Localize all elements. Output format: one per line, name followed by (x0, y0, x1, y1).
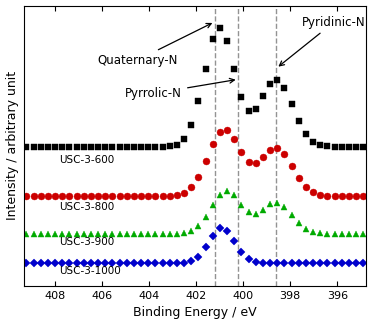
Text: Pyridinic-N: Pyridinic-N (279, 16, 366, 66)
X-axis label: Binding Energy / eV: Binding Energy / eV (133, 306, 257, 319)
Text: USC-3-600: USC-3-600 (59, 155, 115, 165)
Text: Quaternary-N: Quaternary-N (97, 23, 211, 67)
Y-axis label: Intensity / arbitrary unit: Intensity / arbitrary unit (6, 71, 19, 220)
Text: Pyrrolic-N: Pyrrolic-N (125, 78, 234, 100)
Text: USC-3-800: USC-3-800 (59, 202, 115, 212)
Text: USC-3-900: USC-3-900 (59, 237, 115, 247)
Text: USC-3-1000: USC-3-1000 (59, 266, 121, 276)
